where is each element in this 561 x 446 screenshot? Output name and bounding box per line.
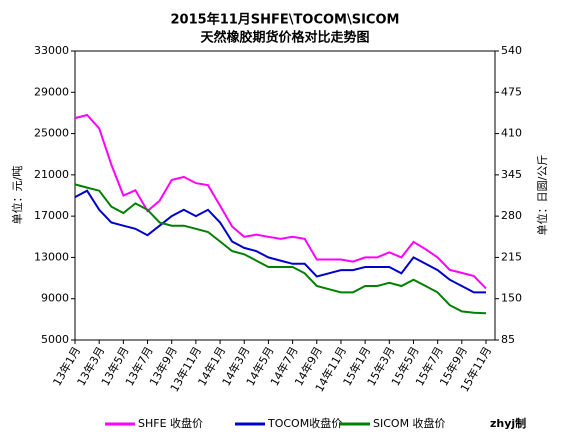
legend-label: SICOM 收盘价	[373, 416, 446, 430]
legend-label: SHFE 收盘价	[138, 416, 203, 430]
y2-tick-label: 475	[501, 85, 522, 98]
plot-border	[74, 50, 496, 341]
series-line	[74, 113, 487, 290]
y-axis-label: 单位：元/吨	[10, 166, 24, 225]
y-tick-label: 25000	[34, 127, 69, 140]
y-tick-label: 17000	[34, 209, 69, 222]
y-tick-label: 33000	[34, 44, 69, 57]
y2-tick-label: 280	[501, 209, 522, 222]
y2-axis-label: 单位：日圆/公斤	[535, 155, 549, 236]
y-tick-label: 9000	[41, 292, 69, 305]
y2-tick-label: 150	[501, 292, 522, 305]
y2-tick-label: 540	[501, 44, 522, 57]
y2-tick-label: 215	[501, 250, 522, 263]
y2-tick-label: 345	[501, 168, 522, 181]
credit: zhyj制	[490, 416, 526, 430]
y2-tick-label: 410	[501, 127, 522, 140]
chart-title: 2015年11月SHFE\TOCOM\SICOM	[171, 12, 400, 28]
y2-tick-label: 85	[501, 333, 515, 346]
y-tick-label: 13000	[34, 250, 69, 263]
y-tick-label: 5000	[41, 333, 69, 346]
series-line	[74, 189, 486, 294]
legend-label: TOCOM收盘价	[267, 416, 342, 430]
y-tick-label: 21000	[34, 168, 69, 181]
series-line	[74, 183, 487, 315]
chart-subtitle: 天然橡胶期货价格对比走势图	[200, 30, 369, 46]
y-tick-label: 29000	[34, 85, 69, 98]
